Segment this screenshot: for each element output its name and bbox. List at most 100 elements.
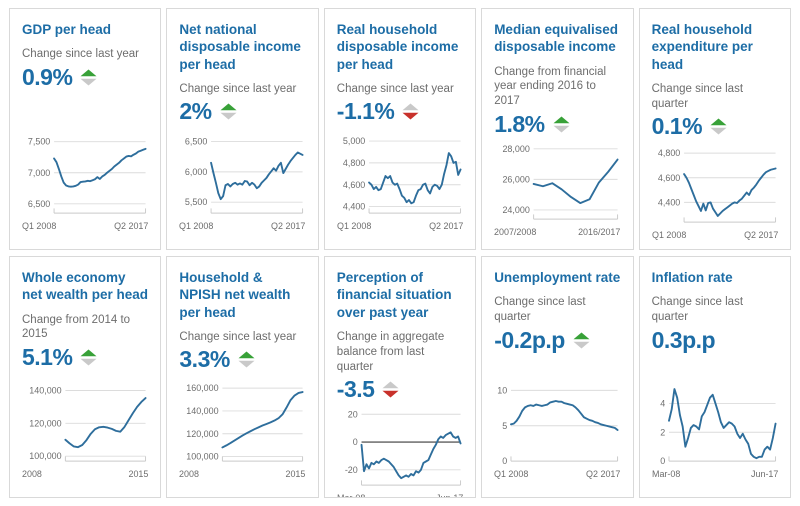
x-axis-end-label: 2015 [286, 469, 306, 479]
sparkline-chart: 24,000 26,000 28,000 2007/2008 2016/2017 [494, 138, 620, 247]
card-subtitle: Change since last year [179, 82, 297, 95]
card-value-row: 0.1% [652, 113, 778, 141]
card-title-link[interactable]: GDP per head [22, 22, 112, 37]
x-axis-end-label: 2016/2017 [578, 228, 620, 238]
card-value-row: 3.3% [179, 346, 305, 374]
x-axis-end-label: Jun-17 [751, 469, 778, 479]
x-axis-end-label: Jun-17 [436, 493, 463, 498]
x-axis-start-label: Q1 2008 [494, 469, 528, 479]
increase-arrow-icon [80, 69, 97, 86]
sparkline-chart: 100,000 120,000 140,000 2008 2015 [22, 380, 148, 489]
x-axis-start-label: 2008 [179, 469, 199, 479]
triangle-up [238, 351, 255, 359]
card-change-value: 0.1% [651, 113, 703, 140]
indicator-card: Whole economy net wealth per head Change… [9, 256, 162, 498]
data-line [53, 147, 147, 188]
card-title-link[interactable]: Perception of financial situation over p… [336, 270, 452, 320]
decrease-arrow-icon [402, 103, 419, 120]
y-axis-tick-label: 26,000 [503, 175, 530, 185]
y-axis-tick-label: 100,000 [187, 451, 219, 461]
triangle-down [80, 358, 97, 366]
chart-svg: 100,000 120,000 140,000 2008 2015 [22, 385, 148, 479]
y-axis-tick-label: 20 [348, 409, 358, 419]
x-axis-start-label: Mar-08 [652, 469, 680, 479]
y-axis-tick-label: 28,000 [503, 144, 530, 154]
data-line [682, 167, 777, 217]
card-title-link[interactable]: Median equivalised disposable income [494, 22, 618, 55]
y-axis-tick-label: 4,600 [343, 179, 365, 189]
x-axis-start-label: Q1 2008 [652, 230, 686, 240]
card-title-link[interactable]: Real household disposable income per hea… [336, 22, 459, 72]
chart-svg: 6,500 7,000 7,500 Q1 2008 Q2 2017 [22, 136, 148, 231]
x-axis-end-label: Q2 2017 [429, 221, 463, 231]
y-axis-tick-label: 5,500 [185, 197, 207, 207]
triangle-down [220, 112, 237, 120]
card-subtitle: Change from financial year ending 2016 t… [494, 65, 607, 108]
y-axis-tick-label: 4,600 [658, 172, 680, 182]
indicator-card: Inflation rate Change since last quarter… [638, 256, 791, 498]
triangle-down [80, 78, 97, 86]
card-value-row: 0.9% [22, 63, 148, 91]
card-subtitle: Change since last year [179, 330, 297, 343]
triangle-down [402, 112, 419, 120]
increase-arrow-icon [238, 351, 255, 368]
y-axis-tick-label: 5,000 [343, 136, 365, 146]
indicator-card: Net national disposable income per head … [166, 8, 319, 250]
increase-arrow-icon [573, 332, 590, 349]
y-axis-tick-label: 6,000 [185, 166, 207, 176]
triangle-up [402, 103, 419, 111]
y-axis-tick-label: 6,500 [185, 136, 207, 146]
y-axis-tick-label: 0 [353, 437, 358, 447]
card-title-link[interactable]: Real household expenditure per head [651, 22, 753, 72]
data-line [221, 390, 304, 448]
y-axis-tick-label: 4,800 [658, 148, 680, 158]
indicator-card: Household & NPISH net wealth per head Ch… [166, 256, 319, 498]
sparkline-chart: 100,000 120,000 140,000 160,000 2008 2015 [179, 380, 305, 489]
card-change-value: 3.3% [179, 346, 230, 373]
y-axis-tick-label: 4 [660, 398, 665, 408]
y-axis-tick-label: 10 [497, 385, 507, 395]
increase-arrow-icon [220, 103, 237, 120]
increase-arrow-icon [80, 349, 97, 366]
indicator-card: GDP per head Change since last year 0.9%… [9, 8, 162, 250]
card-title-link[interactable]: Net national disposable income per head [179, 22, 301, 72]
sparkline-chart: 0 2 4 Mar-08 Jun-17 [652, 380, 778, 489]
y-axis-tick-label: 0 [660, 456, 665, 466]
y-axis-tick-label: 140,000 [29, 385, 61, 395]
card-title-link[interactable]: Household & NPISH net wealth per head [179, 270, 291, 320]
y-axis-tick-label: 4,800 [343, 158, 365, 168]
card-subtitle: Change in aggregate balance from last qu… [336, 330, 445, 373]
triangle-up [382, 381, 399, 389]
x-axis-end-label: Q2 2017 [744, 230, 778, 240]
triangle-down [553, 125, 570, 133]
chart-svg: -20 0 20 Mar-08 Jun-17 [337, 409, 463, 498]
card-title-link[interactable]: Whole economy net wealth per head [22, 270, 149, 303]
card-title-link[interactable]: Unemployment rate [494, 270, 621, 285]
decrease-arrow-icon [382, 381, 399, 398]
x-axis-end-label: Q2 2017 [114, 221, 148, 231]
indicator-card: Perception of financial situation over p… [323, 256, 477, 498]
data-line [667, 387, 777, 459]
chart-svg: 5,500 6,000 6,500 Q1 2008 Q2 2017 [179, 136, 305, 231]
triangle-down [382, 390, 399, 398]
triangle-up [220, 103, 237, 111]
data-line [210, 151, 304, 200]
indicator-card: Real household disposable income per hea… [323, 8, 477, 250]
increase-arrow-icon [553, 116, 570, 133]
triangle-up [710, 118, 727, 126]
card-value-row: 5.1% [22, 343, 148, 371]
card-subtitle: Change since last year [22, 48, 139, 61]
card-title-link[interactable]: Inflation rate [651, 270, 733, 285]
data-line [367, 151, 462, 204]
data-line [64, 396, 147, 448]
card-value-row: 0.3p.p [652, 326, 778, 354]
card-change-value: 2% [179, 98, 212, 125]
indicator-card: Real household expenditure per head Chan… [638, 8, 791, 250]
y-axis-tick-label: 4,400 [343, 201, 365, 211]
card-change-value: 1.8% [494, 110, 545, 137]
chart-svg: 4,400 4,600 4,800 Q1 2008 Q2 2017 [652, 148, 778, 240]
card-change-value: 0.3p.p [651, 326, 716, 353]
y-axis-tick-label: 0 [502, 456, 507, 466]
x-axis-start-label: 2007/2008 [494, 228, 536, 238]
